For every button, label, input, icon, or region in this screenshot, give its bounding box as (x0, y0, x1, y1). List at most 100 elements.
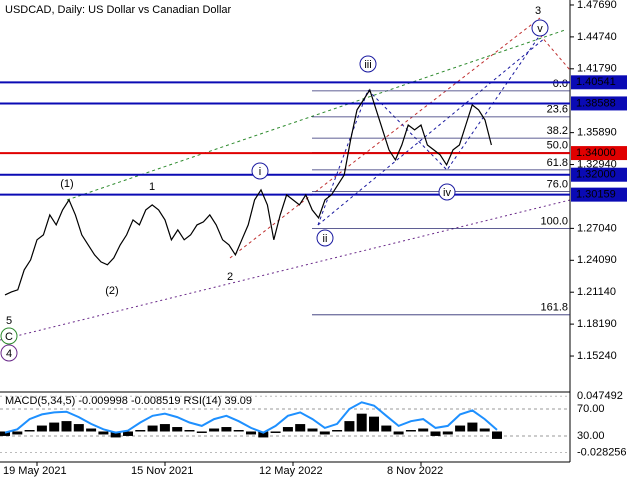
y-tick-label: 1.47690 (577, 0, 617, 11)
y-tick-label: 1.44740 (577, 31, 617, 43)
wave-circle (0, 327, 18, 345)
macd-bar (307, 428, 318, 432)
macd-bar (147, 425, 158, 432)
macd-bar (86, 428, 97, 432)
macd-bar (369, 416, 379, 432)
wave-label: 4 (6, 348, 12, 360)
level-box (571, 187, 627, 202)
y-tick-label: 1.21140 (577, 286, 616, 298)
macd-bar (110, 431, 121, 438)
wave-label: 5 (6, 315, 12, 327)
y-tick-label: 1.27040 (577, 222, 617, 234)
fib-label: 0.0 (553, 78, 568, 90)
wave-label: C (5, 331, 13, 343)
wave-label: (2) (105, 285, 118, 297)
macd-bar (270, 431, 281, 433)
fib-label: 161.8 (540, 302, 568, 314)
wave-label: 2 (227, 271, 233, 283)
wave-circle (438, 183, 456, 201)
fib-label: 38.2 (547, 125, 568, 137)
macd-bar (492, 431, 502, 439)
macd-bar (405, 430, 416, 432)
macd-bar (61, 421, 72, 432)
level-box (571, 167, 627, 182)
y-tick-label: 1.32940 (577, 158, 617, 170)
macd-bar (479, 428, 490, 432)
x-tick-label: 12 May 2022 (259, 465, 323, 477)
macd-bar (36, 425, 47, 432)
indicator-title: MACD(5,34,5) -0.009998 -0.008519 RSI(14)… (5, 395, 252, 407)
macd-bar (332, 430, 343, 432)
fib-label: 76.0 (547, 178, 568, 190)
macd-bar (393, 431, 404, 435)
x-tick-label: 8 Nov 2022 (387, 465, 443, 477)
y-tick-label: 1.24090 (577, 254, 617, 266)
wave-label: 3 (535, 5, 541, 17)
macd-bar (184, 430, 195, 432)
macd-bar (381, 425, 392, 432)
wave-label: (1) (60, 178, 73, 190)
y2-tick-label: 70.00 (577, 403, 605, 415)
y-tick-label: 1.18190 (577, 318, 617, 330)
level-label: 1.38588 (576, 97, 616, 109)
level-box (571, 96, 627, 111)
macd-bar (295, 424, 306, 432)
y-tick-label: 1.15240 (577, 350, 617, 362)
fib-label: 100.0 (540, 215, 568, 227)
wave-circle (316, 229, 334, 247)
macd-bar (258, 431, 269, 438)
macd-bar (209, 428, 220, 432)
chart-title: USDCAD, Daily: US Dollar vs Canadian Dol… (5, 4, 232, 16)
fib-label: 50.0 (547, 139, 568, 151)
macd-bar (196, 431, 207, 433)
wave-circle (251, 162, 269, 180)
macd-bar (24, 430, 35, 432)
level-label: 1.40541 (576, 76, 616, 88)
macd-bar (0, 431, 10, 436)
trend-line (66, 29, 566, 201)
wave-label: v (537, 23, 543, 35)
macd-bar (319, 431, 330, 435)
level-box (571, 146, 627, 161)
macd-bar (159, 424, 170, 432)
rsi-line (4, 401, 498, 434)
wave-circle (359, 55, 377, 73)
wave-circle (531, 19, 549, 37)
macd-bar (233, 430, 244, 432)
macd-bar (356, 413, 367, 432)
macd-bar (221, 427, 232, 432)
level-label: 1.34000 (576, 147, 616, 159)
macd-bar (418, 428, 429, 432)
trend-line (539, 34, 571, 71)
fib-label: 61.8 (547, 157, 568, 169)
y-tick-label: 1.41790 (577, 63, 617, 75)
macd-bar (442, 431, 453, 435)
level-box (571, 75, 627, 90)
macd-bar (73, 424, 84, 432)
x-tick-label: 15 Nov 2021 (131, 465, 193, 477)
macd-bar (12, 431, 23, 435)
macd-bar (98, 431, 109, 435)
macd-bar (430, 431, 441, 436)
wave-label: iii (364, 59, 371, 71)
macd-bar (172, 427, 183, 432)
y2-tick-label: 30.00 (577, 430, 605, 442)
macd-bar (135, 430, 146, 432)
macd-bar (246, 431, 256, 435)
fib-label: 23.6 (547, 104, 568, 116)
y-tick-label: -0.028256 (577, 446, 627, 458)
y-tick-label: 1.35890 (577, 127, 617, 139)
price-line (4, 88, 492, 296)
wave-label: i (259, 166, 261, 178)
macd-bar (49, 422, 60, 432)
macd-bar (467, 422, 478, 432)
wave-label: iv (443, 187, 451, 199)
wave-label: 1 (149, 181, 155, 193)
y-tick-label: 0.047492 (577, 390, 623, 402)
wave-circle (0, 344, 18, 362)
macd-bar (123, 431, 133, 436)
x-tick-label: 19 May 2021 (3, 465, 67, 477)
level-label: 1.32000 (576, 169, 616, 181)
level-label: 1.30159 (576, 189, 616, 201)
